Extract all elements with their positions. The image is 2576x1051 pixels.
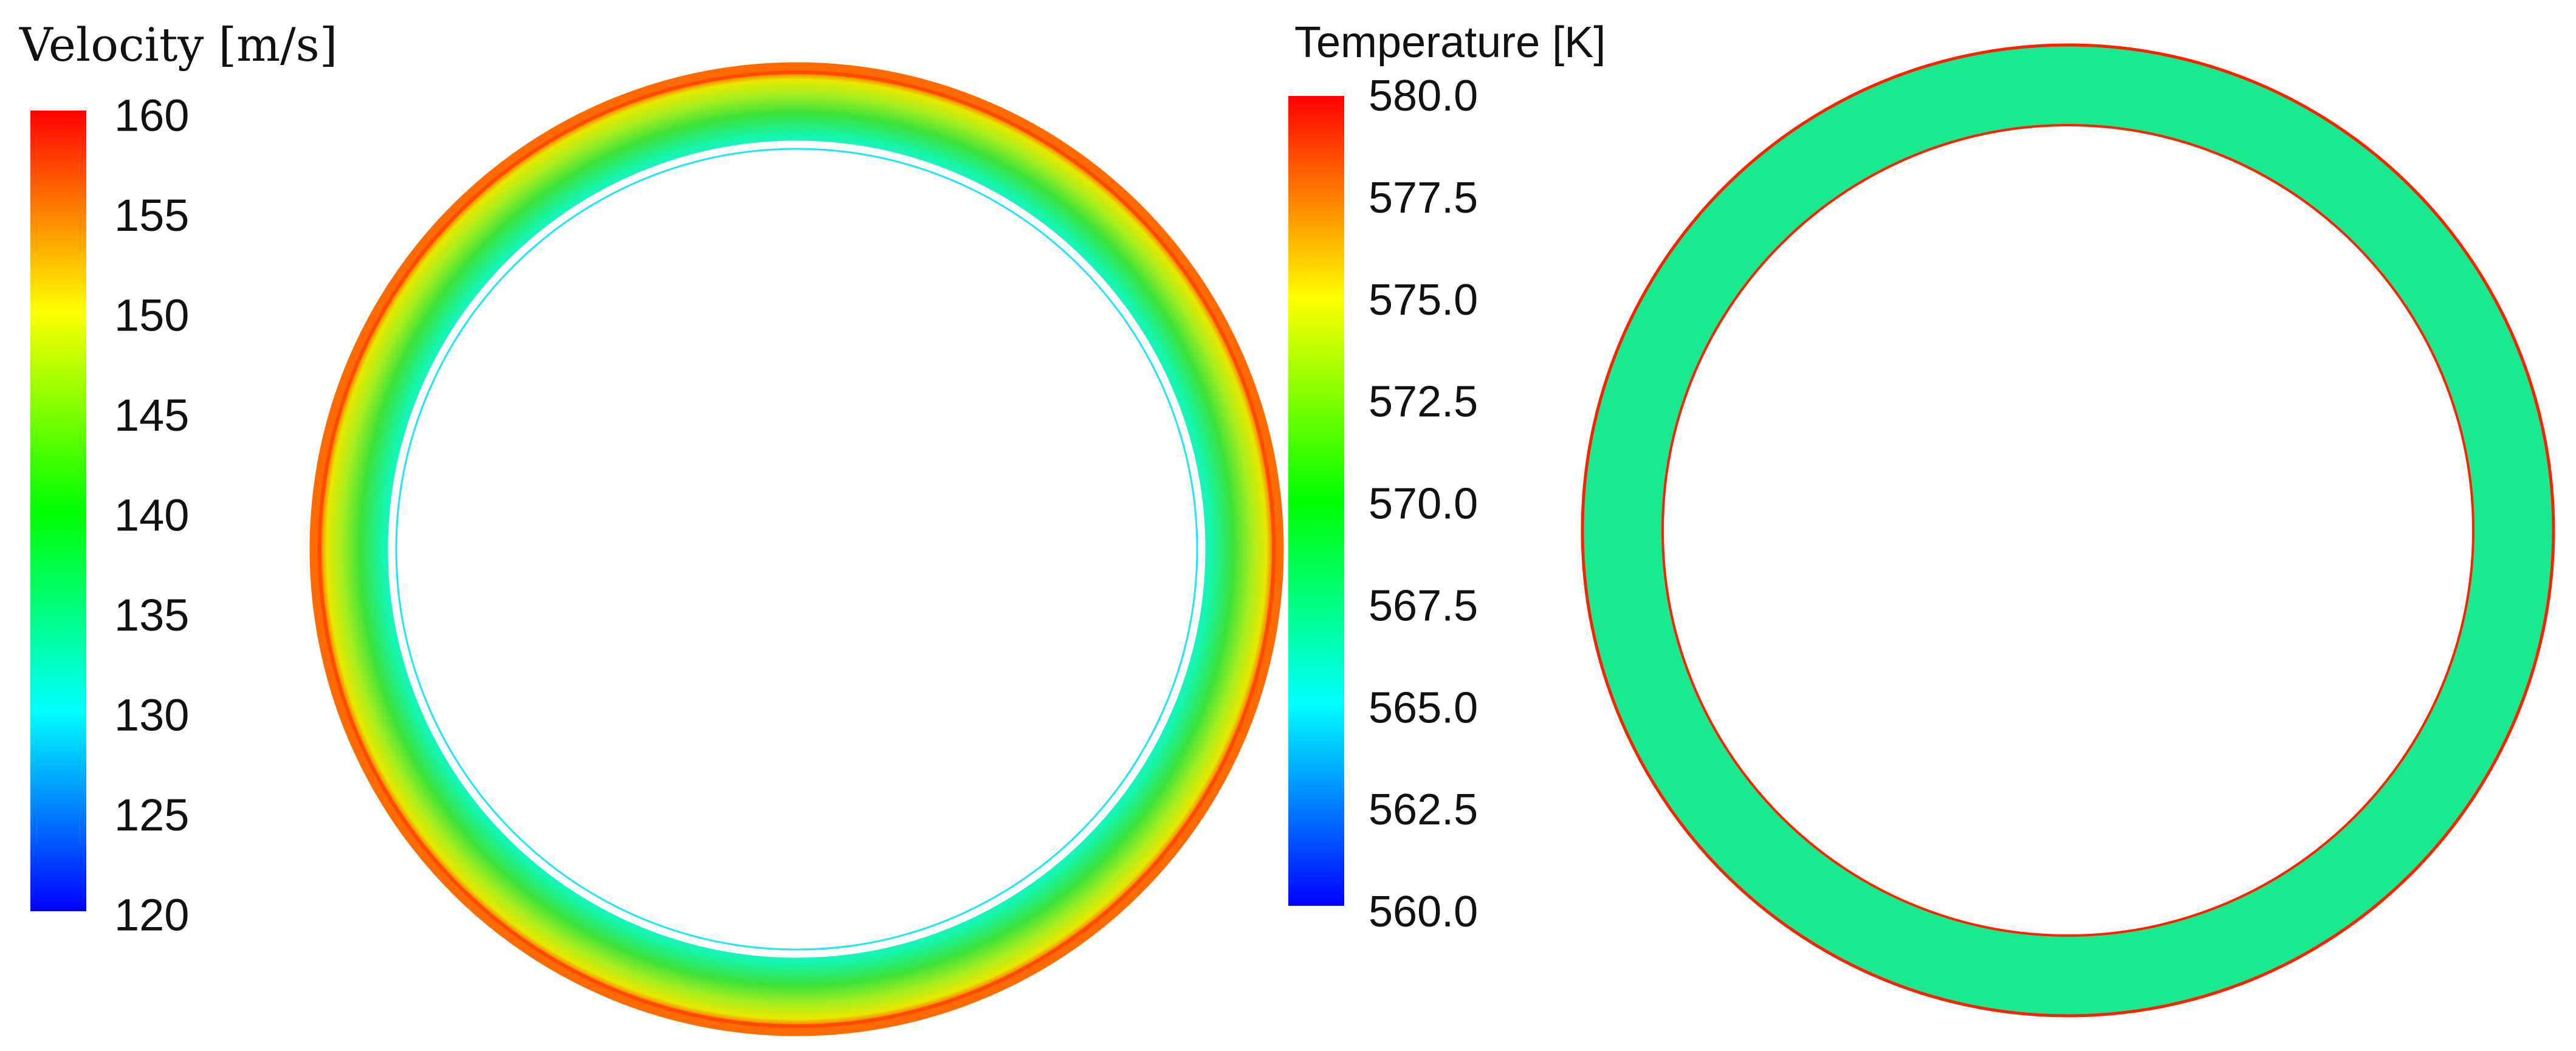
velocity-legend-tick-label: 140 (114, 490, 189, 541)
temperature-legend-tick-label: 580.0 (1369, 72, 1478, 120)
velocity-legend-tick-label: 135 (114, 590, 189, 640)
velocity-legend: Velocity [m/s] 160 155 150 145 140 135 130 125 1… (19, 18, 337, 940)
temperature-legend-title: Temperature [K] (1294, 18, 1606, 67)
velocity-legend-title: Velocity [m/s] (19, 18, 337, 72)
temperature-legend-tick-label: 572.5 (1369, 378, 1478, 426)
temperature-legend-tick-label: 560.0 (1369, 888, 1478, 936)
velocity-contour (309, 62, 1284, 1036)
temperature-legend-tick-label: 562.5 (1369, 786, 1478, 834)
velocity-legend-tick-label: 150 (114, 290, 189, 341)
temperature-ring-inner-wall (1661, 124, 2475, 937)
velocity-legend-tick-label: 155 (114, 190, 189, 241)
temperature-colorbar (1288, 96, 1344, 906)
temperature-legend-tick-label: 570.0 (1369, 480, 1478, 529)
temperature-legend-tick-label: 565.0 (1369, 683, 1478, 732)
temperature-legend-tick-label: 575.0 (1369, 276, 1478, 324)
temperature-legend-tick-label: 577.5 (1369, 174, 1478, 222)
velocity-ring (309, 62, 1284, 1036)
temperature-legend: Temperature [K] 580.0 577.5 575.0 572.5 570.… (1288, 18, 1606, 936)
temperature-contour (1581, 43, 2555, 1018)
temperature-legend-tick-label: 567.5 (1369, 581, 1478, 630)
temperature-ring-outer-wall (1581, 43, 2555, 1018)
velocity-legend-tick-label: 130 (114, 690, 189, 741)
velocity-legend-tick-label: 160 (114, 91, 189, 141)
velocity-colorbar (30, 111, 86, 911)
temperature-ring (1582, 44, 2554, 1016)
velocity-ring-inner-wall (395, 148, 1198, 951)
velocity-ring-outer-wall (318, 70, 1276, 1028)
velocity-legend-tick-label: 120 (114, 890, 189, 940)
velocity-legend-tick-label: 145 (114, 390, 189, 440)
velocity-legend-tick-label: 125 (114, 790, 189, 840)
